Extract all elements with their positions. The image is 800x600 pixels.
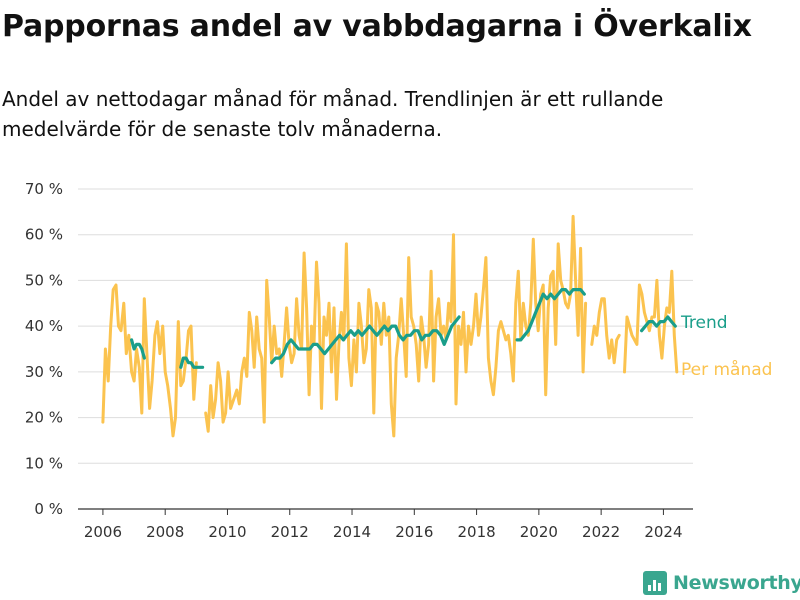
series-monthly-line: [590, 297, 621, 365]
legend-label-monthly: Per månad: [681, 359, 772, 380]
series-trend-line: [640, 315, 677, 333]
y-tick-label: 70 %: [25, 180, 63, 198]
y-tick-label: 40 %: [25, 317, 63, 335]
legend: Trend Per månad: [680, 313, 772, 380]
y-tick-label: 0 %: [34, 500, 63, 518]
chart-title: Pappornas andel av vabbdagarna i Överkal…: [2, 9, 752, 44]
series-monthly-line: [204, 214, 588, 438]
x-tick-label: 2010: [208, 523, 246, 541]
bar-chart-icon: [643, 571, 667, 595]
y-tick-label: 20 %: [25, 409, 63, 427]
legend-label-trend: Trend: [680, 313, 728, 333]
newsworthy-logo: Newsworthy: [643, 568, 800, 598]
x-tick-label: 2012: [271, 523, 309, 541]
x-tick-label: 2006: [84, 523, 122, 541]
x-tick-label: 2020: [520, 523, 558, 541]
x-tick-label: 2016: [395, 523, 433, 541]
line-chart: 0 % 10 % 20 % 30 % 40 % 50 % 60 % 70 % 2006 2008…: [25, 180, 773, 541]
y-tick-label: 30 %: [25, 363, 63, 381]
x-tick-label: 2024: [644, 523, 682, 541]
x-axis: 2006 2008 2010 2012 2014 2016 2018 2020 2022 2024: [78, 508, 693, 541]
chart-subtitle: Andel av nettodagar månad för månad. Tre…: [2, 87, 664, 141]
series-lines: [101, 214, 679, 438]
y-tick-label: 10 %: [25, 454, 63, 472]
logo-text: Newsworthy: [673, 572, 800, 594]
x-tick-label: 2018: [457, 523, 495, 541]
series-trend-line: [515, 288, 586, 342]
x-tick-label: 2022: [582, 523, 620, 541]
y-tick-label: 60 %: [25, 226, 63, 244]
series-trend-line: [179, 356, 205, 369]
series-monthly-line: [623, 269, 679, 374]
x-tick-label: 2008: [146, 523, 184, 541]
x-tick-label: 2014: [333, 523, 371, 541]
y-axis-ticks: 0 % 10 % 20 % 30 % 40 % 50 % 60 % 70 %: [25, 180, 63, 518]
series-monthly-line: [101, 283, 198, 438]
series-trend-line: [130, 338, 146, 360]
series-trend-line: [270, 315, 461, 365]
y-tick-label: 50 %: [25, 271, 63, 289]
